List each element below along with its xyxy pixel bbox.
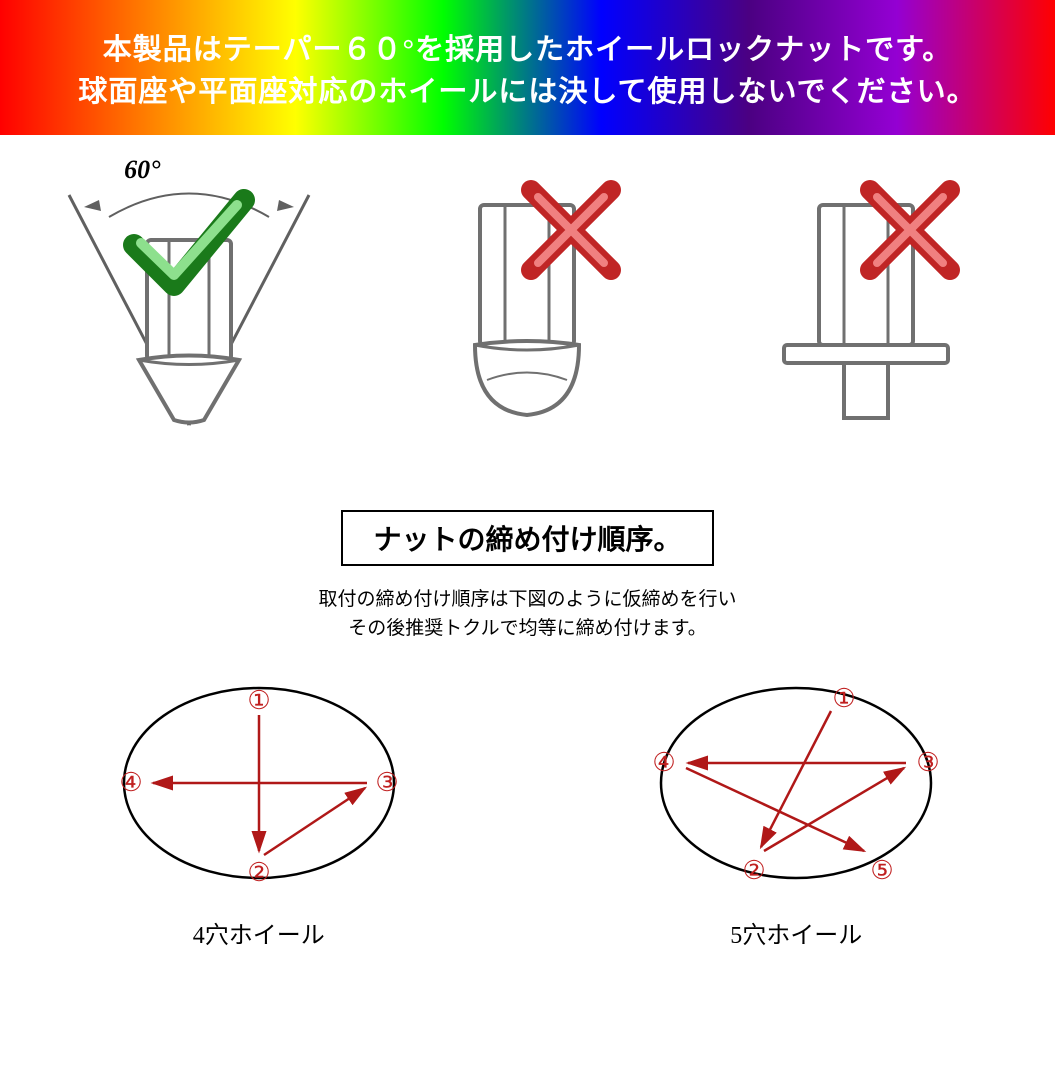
svg-text:②: ② <box>743 856 766 885</box>
banner-line-1: 本製品はテーパー６０°を採用したホイールロックナットです。 <box>103 26 952 68</box>
wheel-5-hole-svg: ① ② ③ ④ ⑤ <box>646 683 946 893</box>
instruction-line-1: 取付の締め付け順序は下図のように仮締めを行い <box>0 586 1055 615</box>
cross-icon <box>855 175 965 285</box>
instruction-line-2: その後推奨トクルで均等に締め付けます。 <box>0 615 1055 644</box>
svg-text:②: ② <box>247 858 270 887</box>
svg-text:③: ③ <box>917 748 940 777</box>
sequence-instructions: 取付の締め付け順序は下図のように仮締めを行い その後推奨トクルで均等に締め付けま… <box>0 586 1055 643</box>
section-title-wrap: ナットの締め付け順序。 <box>0 510 1055 566</box>
angle-label: 60° <box>124 155 160 185</box>
svg-text:①: ① <box>247 686 270 715</box>
wheel-4-hole: ① ② ③ ④ 4穴ホイール <box>109 683 409 950</box>
check-icon <box>119 185 259 305</box>
wheel-5-hole: ① ② ③ ④ ⑤ 5穴ホイール <box>646 683 946 950</box>
svg-text:⑤: ⑤ <box>871 856 894 885</box>
wheel-4-hole-svg: ① ② ③ ④ <box>109 683 409 893</box>
wheel-5-hole-label: 5穴ホイール <box>730 915 862 950</box>
warning-banner: 本製品はテーパー６０°を採用したホイールロックナットです。 球面座や平面座対応の… <box>0 0 1055 135</box>
svg-text:④: ④ <box>653 748 676 777</box>
cross-icon <box>516 175 626 285</box>
wheel-diagram-row: ① ② ③ ④ 4穴ホイール ① ② ③ ④ ⑤ 5穴 <box>0 673 1055 950</box>
sequence-section-title: ナットの締め付け順序。 <box>341 510 713 566</box>
wheel-4-hole-label: 4穴ホイール <box>193 915 325 950</box>
nut-flat-incorrect <box>716 155 1016 455</box>
nut-spherical-incorrect <box>377 155 677 455</box>
banner-line-2: 球面座や平面座対応のホイールには決して使用しないでください。 <box>78 68 976 110</box>
svg-text:④: ④ <box>119 768 142 797</box>
svg-text:①: ① <box>833 684 856 713</box>
nut-diagram-row: 60° <box>0 135 1055 495</box>
svg-text:③: ③ <box>375 768 398 797</box>
nut-taper-correct: 60° <box>39 155 339 455</box>
